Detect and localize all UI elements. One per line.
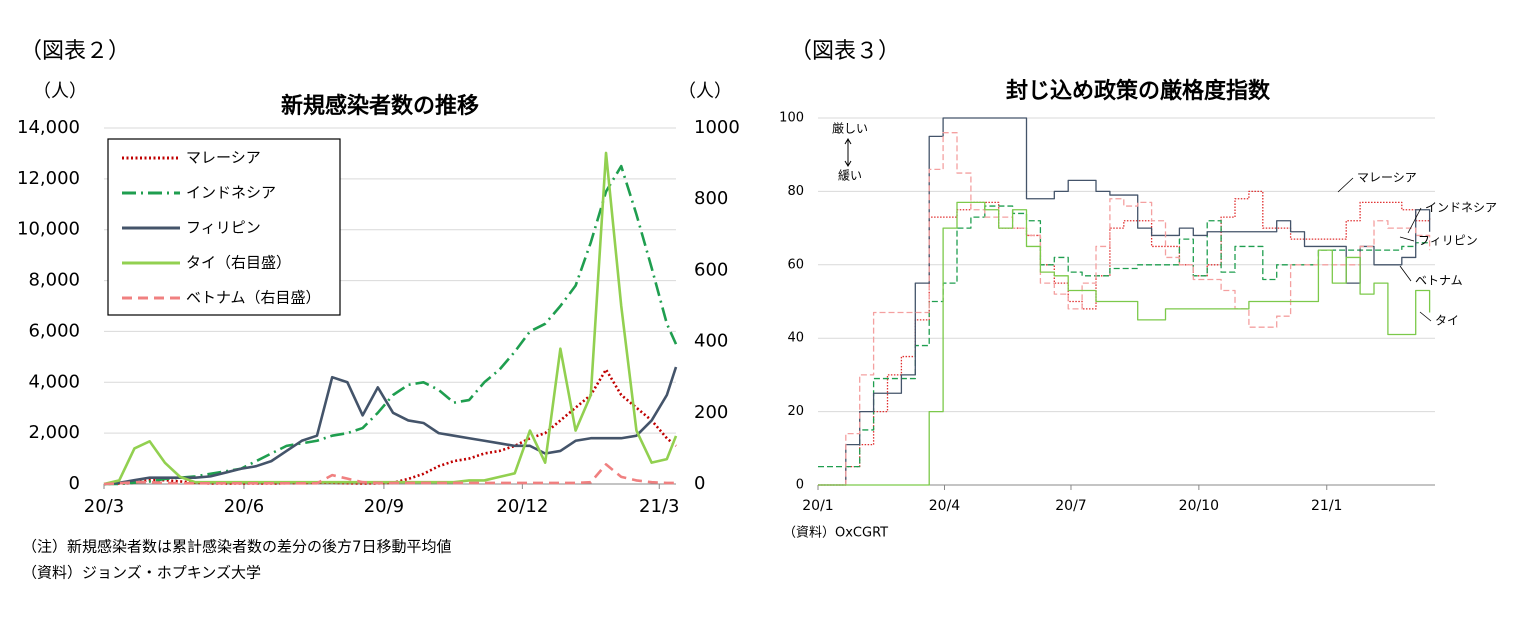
series-line — [104, 164, 678, 486]
x-tick-label: 20/12 — [496, 496, 548, 517]
chart-title: 新規感染者数の推移 — [281, 93, 479, 119]
note: （資料）ジョンズ・ホプキンズ大学 — [22, 564, 261, 582]
chart: （図表３） 封じ込め政策の厳格度指数 （資料）OxCGRT 0 20 40 60 80 100 2… — [779, 39, 1497, 541]
y-tick-label: 14,000 — [17, 117, 80, 138]
chart: （図表２） 新規感染者数の推移 （人） （人） （注）新規感染者数は累計感染者数の差分の… — [17, 39, 740, 582]
label-leader — [1419, 311, 1432, 322]
y-tick-label: 60 — [787, 257, 804, 272]
y-tick-label: 40 — [787, 331, 804, 346]
legend-label: インドネシア — [186, 184, 276, 202]
y-tick-label: 6,000 — [28, 320, 80, 341]
series-label: ベトナム — [1415, 274, 1463, 288]
y2-tick-label: 600 — [694, 259, 728, 280]
x-tick-label: 20/4 — [929, 498, 961, 514]
x-tick-label: 20/3 — [84, 496, 124, 517]
y-tick-label: 0 — [69, 473, 80, 494]
series-line — [818, 201, 1431, 486]
y-tick-label: 12,000 — [17, 168, 80, 189]
y-tick-label: 100 — [779, 111, 804, 126]
y-tick-label: 8,000 — [28, 270, 80, 291]
y2-axis-label: （人） — [678, 81, 732, 102]
annotation-bg — [826, 120, 876, 186]
y2-tick-label: 1000 — [694, 117, 740, 138]
series-label: インドネシア — [1425, 201, 1497, 215]
y2-tick-label: 200 — [694, 402, 728, 423]
y-tick-label: 2,000 — [28, 422, 80, 443]
series-label: マレーシア — [1357, 171, 1417, 185]
figure-label: （図表３） — [790, 39, 900, 64]
label-leader — [1399, 236, 1415, 242]
series-label: フィリピン — [1418, 234, 1478, 248]
series-line — [103, 463, 676, 486]
x-tick-label: 21/1 — [1311, 498, 1342, 514]
series-label: タイ — [1435, 314, 1459, 328]
series-line — [103, 366, 678, 486]
y2-tick-label: 0 — [694, 473, 705, 494]
x-tick-label: 20/7 — [1055, 498, 1086, 514]
y-tick-label: 10,000 — [17, 219, 80, 240]
figure-label: （図表２） — [20, 39, 130, 64]
annotation: 厳しい — [832, 122, 868, 136]
annotation: 緩い — [838, 169, 862, 183]
label-leader — [1399, 265, 1412, 282]
y-tick-label: 80 — [787, 184, 804, 199]
y2-tick-label: 400 — [694, 331, 728, 352]
x-tick-label: 20/6 — [224, 496, 264, 517]
annotation-arrow — [844, 138, 852, 167]
label-leader — [1337, 177, 1354, 193]
y-tick-label: 4,000 — [28, 371, 80, 392]
legend-label: フィリピン — [186, 219, 261, 237]
x-tick-label: 20/10 — [1179, 498, 1219, 514]
chart-title: 封じ込め政策の厳格度指数 — [1006, 78, 1271, 104]
series-line — [818, 205, 1430, 468]
legend-label: マレーシア — [186, 149, 261, 167]
label-leader — [1407, 207, 1422, 234]
x-tick-label: 20/1 — [802, 498, 833, 514]
y-axis-label: （人） — [33, 81, 87, 102]
x-tick-label: 20/9 — [364, 496, 404, 517]
legend-label: タイ（右目盛） — [186, 254, 291, 272]
series-line — [818, 132, 1431, 486]
note: （資料）OxCGRT — [783, 526, 888, 541]
note: （注）新規感染者数は累計感染者数の差分の後方7日移動平均値 — [22, 538, 452, 556]
x-tick-label: 21/3 — [639, 496, 679, 517]
y-tick-label: 20 — [787, 404, 804, 419]
y-tick-label: 0 — [796, 478, 804, 493]
y2-tick-label: 800 — [694, 188, 728, 209]
legend-label: ベトナム（右目盛） — [186, 289, 321, 307]
